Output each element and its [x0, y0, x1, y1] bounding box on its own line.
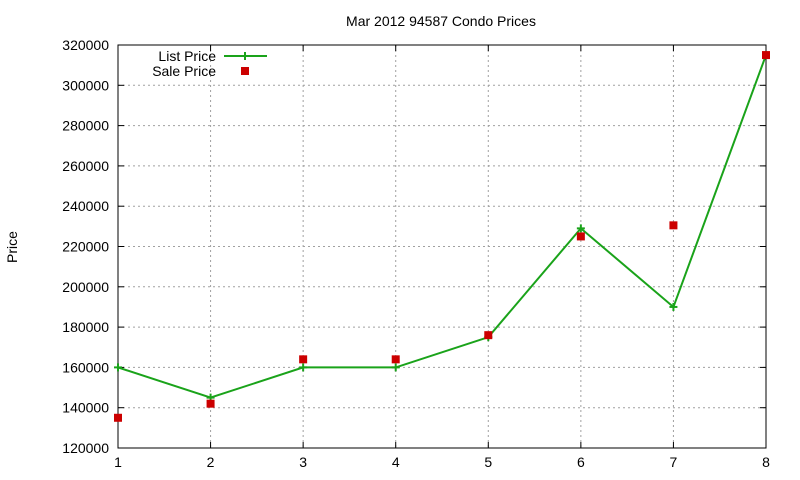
list-price-point: [576, 224, 585, 233]
y-tick-label: 320000: [62, 37, 109, 53]
x-tick-label: 7: [670, 454, 678, 470]
list-price-point: [391, 363, 400, 372]
grid: [118, 45, 766, 448]
y-tick-label: 200000: [62, 279, 109, 295]
y-tick-label: 240000: [62, 198, 109, 214]
list-price-point: [114, 363, 122, 372]
sale-price-point: [299, 355, 308, 364]
sale-price-point: [391, 355, 400, 364]
sale-price-point: [576, 232, 585, 241]
list-price-point: [299, 363, 308, 372]
series-layer: [114, 51, 770, 422]
sale-price-point: [669, 221, 678, 230]
y-tick-label: 220000: [62, 239, 109, 255]
sale-price-point: [206, 399, 215, 408]
chart-title: Mar 2012 94587 Condo Prices: [346, 13, 536, 29]
legend: List Price Sale Price: [152, 48, 267, 79]
y-tick-label: 120000: [62, 440, 109, 456]
y-tick-label: 280000: [62, 118, 109, 134]
y-axis: 120000 140000 160000 180000 200000 220000 2400…: [62, 37, 766, 456]
x-tick-label: 8: [762, 454, 770, 470]
y-tick-label: 300000: [62, 77, 109, 93]
sale-price-point: [484, 331, 493, 340]
list-price-point: [669, 302, 678, 311]
x-tick-label: 2: [207, 454, 215, 470]
x-tick-label: 3: [299, 454, 307, 470]
list-price-line: [117, 54, 767, 399]
x-tick-label: 6: [577, 454, 585, 470]
y-tick-label: 160000: [62, 359, 109, 375]
sale-price-point: [762, 51, 770, 60]
y-axis-label: Price: [4, 231, 20, 263]
legend-marker-sale-price: [241, 67, 249, 75]
legend-label-sale-price: Sale Price: [152, 63, 216, 79]
legend-marker-list-price: [241, 52, 249, 60]
x-tick-label: 5: [484, 454, 492, 470]
x-tick-label: 1: [114, 454, 122, 470]
y-tick-label: 180000: [62, 319, 109, 335]
legend-label-list-price: List Price: [158, 48, 216, 64]
sale-price-point: [114, 413, 122, 422]
y-tick-label: 140000: [62, 400, 109, 416]
y-tick-label: 260000: [62, 158, 109, 174]
x-tick-label: 4: [392, 454, 400, 470]
x-axis: 1 2 3 4 5 6 7 8: [114, 45, 770, 470]
